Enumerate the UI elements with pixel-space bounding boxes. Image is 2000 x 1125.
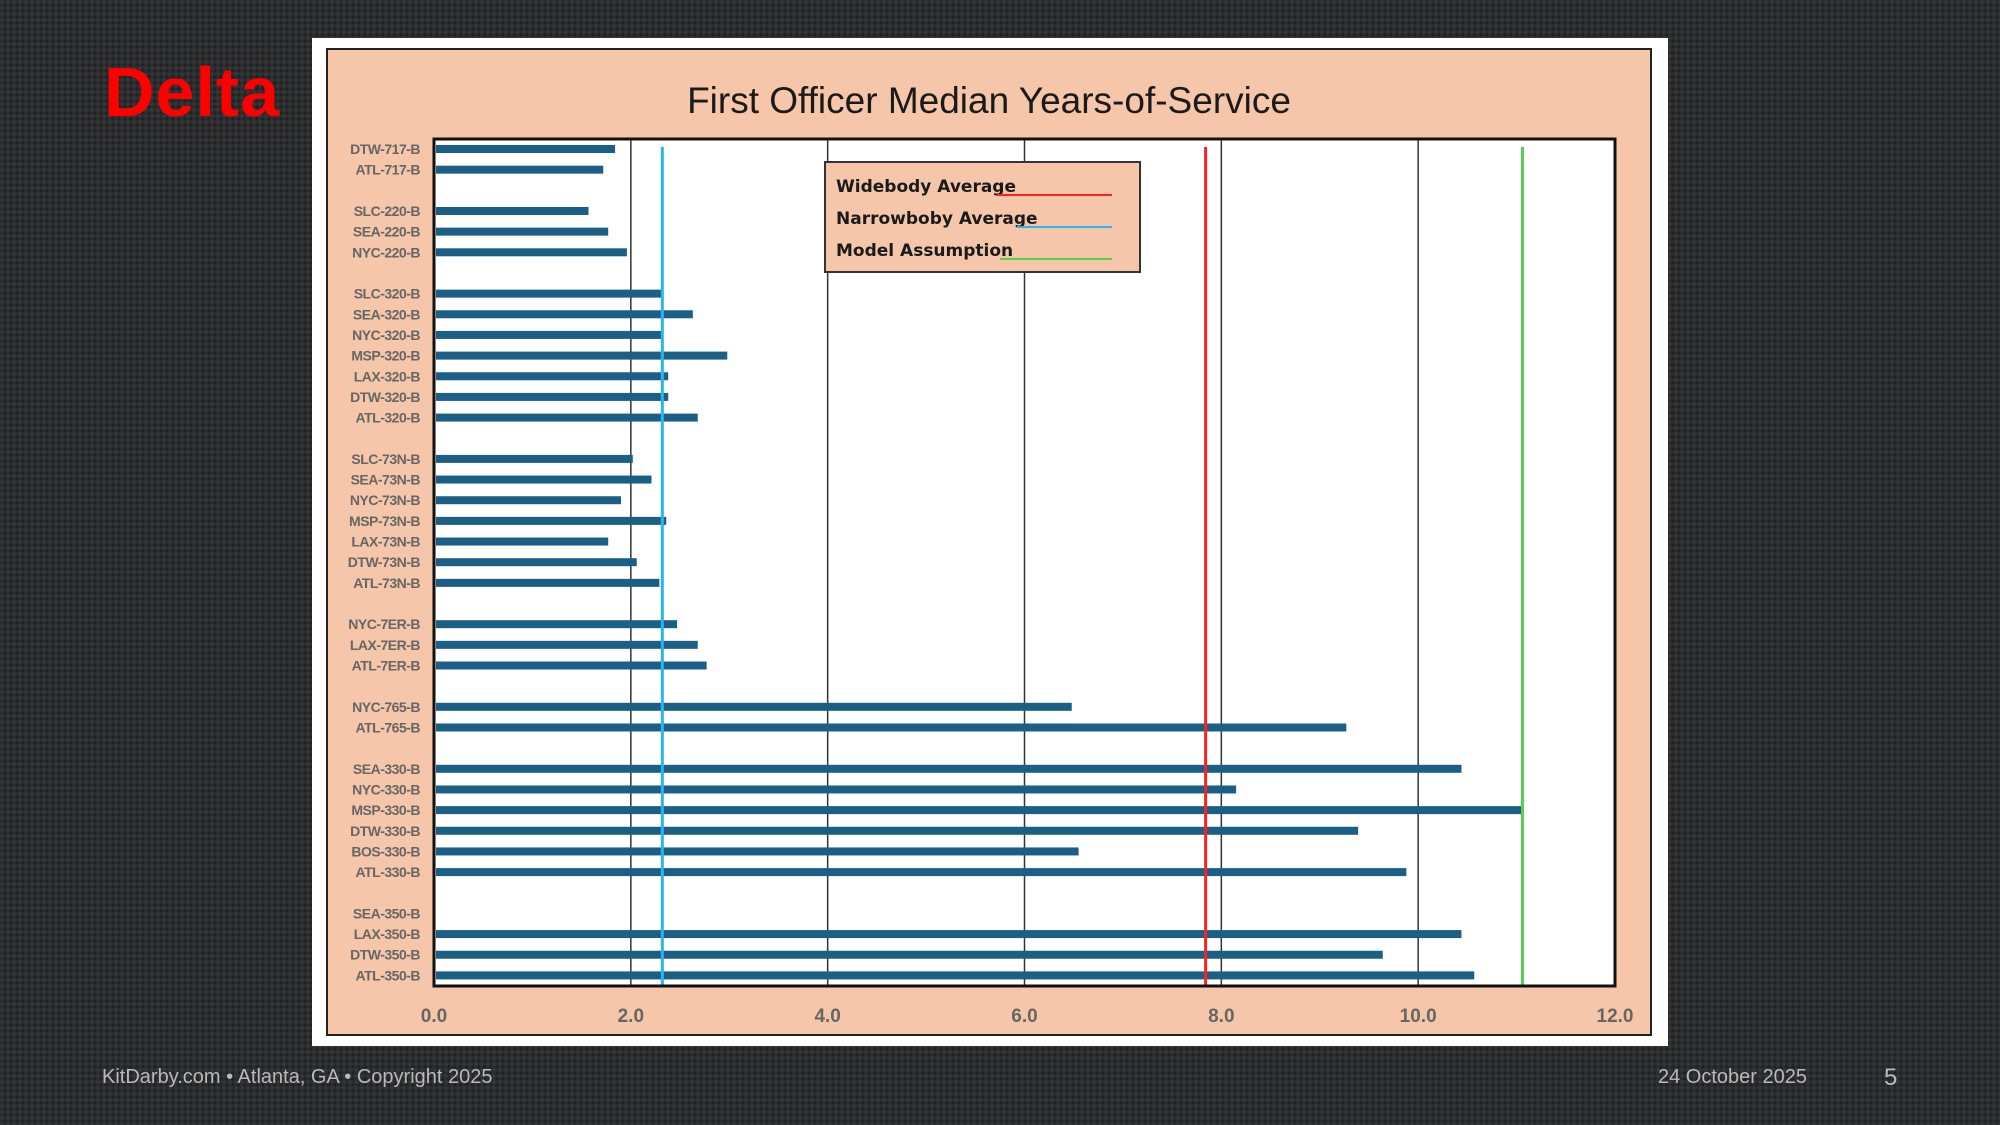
bar	[436, 971, 1475, 980]
y-tick-label: SLC-73N-B	[351, 451, 420, 467]
x-tick-label: 0.0	[421, 1006, 447, 1027]
page-number: 5	[1884, 1064, 1898, 1091]
y-tick-label: ATL-73N-B	[353, 575, 420, 591]
x-tick-label: 8.0	[1208, 1006, 1234, 1027]
bar	[436, 206, 589, 215]
bar	[436, 496, 621, 505]
bar	[436, 764, 1462, 773]
x-tick-label: 6.0	[1011, 1006, 1037, 1027]
y-tick-label: NYC-330-B	[352, 781, 420, 797]
bar	[436, 702, 1072, 711]
x-tick-label: 12.0	[1597, 1006, 1634, 1027]
bar	[436, 165, 604, 174]
bar	[436, 578, 660, 587]
bar	[436, 537, 609, 546]
y-tick-label: LAX-73N-B	[351, 534, 420, 550]
y-tick-label: LAX-320-B	[354, 368, 421, 384]
bar	[436, 310, 693, 319]
bar	[436, 620, 678, 629]
legend-label: Narrowboby Average	[836, 209, 1038, 229]
y-tick-label: SEA-330-B	[353, 761, 420, 777]
chart-slide: First Officer Median Years-of-Service 0.…	[312, 38, 1668, 1046]
bar	[436, 392, 669, 401]
y-tick-label: LAX-350-B	[354, 926, 421, 942]
y-tick-label: DTW-320-B	[350, 389, 420, 405]
bar	[436, 248, 627, 257]
bar	[436, 330, 663, 339]
y-tick-label: ATL-320-B	[356, 410, 421, 426]
bar	[436, 930, 1462, 939]
y-tick-label: MSP-320-B	[351, 348, 420, 364]
bar	[436, 950, 1383, 959]
bar	[436, 785, 1237, 794]
plot-border	[432, 137, 1617, 988]
y-tick-label: ATL-717-B	[356, 162, 421, 178]
y-tick-label: SLC-220-B	[354, 203, 421, 219]
bar	[436, 145, 616, 153]
x-tick-label: 4.0	[814, 1006, 840, 1027]
bar	[436, 558, 637, 567]
y-tick-label: DTW-717-B	[350, 141, 420, 157]
y-tick-label: NYC-765-B	[352, 699, 420, 715]
legend-label: Model Assumption	[836, 241, 1013, 261]
bar	[436, 847, 1079, 856]
bar	[436, 227, 609, 236]
bar	[436, 454, 633, 463]
y-tick-label: SLC-320-B	[354, 286, 421, 302]
bar	[436, 351, 728, 360]
legend: Widebody Average Narrowboby Average Model …	[824, 161, 1141, 273]
bar	[436, 868, 1407, 877]
y-tick-label: SEA-350-B	[353, 905, 420, 921]
y-tick-label: SEA-220-B	[353, 224, 420, 240]
y-tick-label: SEA-73N-B	[351, 472, 421, 488]
y-tick-label: ATL-765-B	[356, 719, 421, 735]
bar	[436, 826, 1359, 835]
y-tick-label: MSP-330-B	[351, 802, 420, 818]
chart-title: First Officer Median Years-of-Service	[687, 80, 1291, 121]
bar	[436, 723, 1347, 732]
y-tick-label: NYC-73N-B	[350, 492, 421, 508]
footer-date: 24 October 2025	[1658, 1066, 1807, 1088]
bar	[436, 516, 667, 525]
y-tick-label: SEA-320-B	[353, 306, 420, 322]
bar	[436, 372, 669, 381]
bar	[436, 661, 707, 670]
y-tick-label: DTW-350-B	[350, 947, 420, 963]
x-tick-label: 10.0	[1400, 1006, 1437, 1027]
bar	[436, 475, 652, 484]
x-tick-label: 2.0	[618, 1006, 644, 1027]
y-tick-label: DTW-330-B	[350, 823, 420, 839]
bar-chart: 0.0 2.0 4.0 6.0 8.0 10.0 12.0 DTW-717-B ATL-717-…	[348, 137, 1634, 1027]
y-tick-label: NYC-320-B	[352, 327, 420, 343]
y-tick-label: DTW-73N-B	[348, 554, 421, 570]
y-tick-label: ATL-350-B	[356, 967, 421, 983]
y-tick-label: LAX-7ER-B	[350, 637, 421, 653]
y-tick-label: NYC-7ER-B	[348, 616, 420, 632]
delta-logo: Delta	[104, 53, 281, 131]
bar	[436, 806, 1524, 815]
bar	[436, 640, 698, 649]
legend-box	[824, 161, 1141, 273]
bar	[436, 289, 663, 298]
legend-label: Widebody Average	[836, 177, 1016, 197]
footer-copyright: KitDarby.com • Atlanta, GA • Copyright 2…	[102, 1066, 493, 1088]
y-tick-label: NYC-220-B	[352, 244, 420, 260]
y-tick-label: ATL-7ER-B	[352, 658, 421, 674]
y-tick-label: MSP-73N-B	[349, 513, 420, 529]
bar	[436, 413, 698, 422]
y-tick-label: ATL-330-B	[356, 864, 421, 880]
y-tick-label: BOS-330-B	[351, 843, 420, 859]
